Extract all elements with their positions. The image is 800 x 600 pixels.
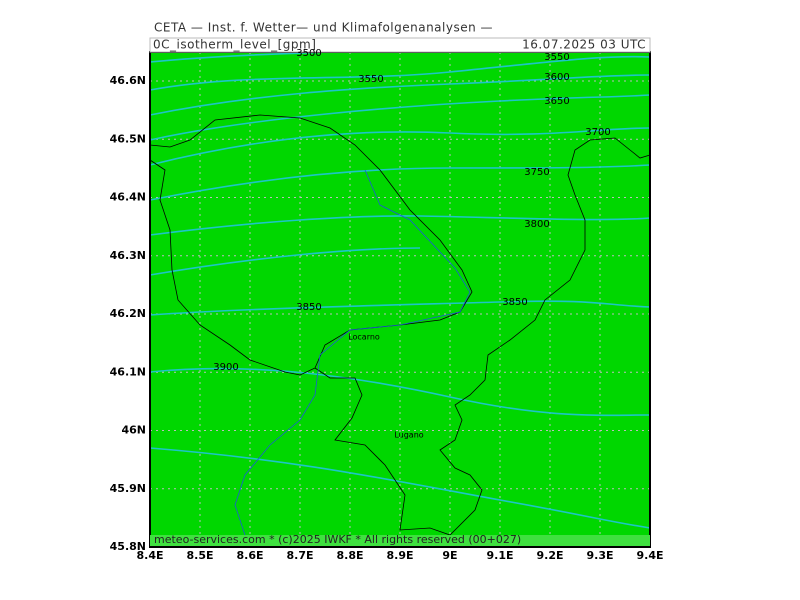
- datetime: 16.07.2025 03 UTC: [522, 38, 646, 52]
- contour-label: 3650: [544, 96, 569, 107]
- x-tick-label: 8.6E: [236, 549, 263, 562]
- contour-label: 3550: [544, 52, 569, 63]
- contour-label: 3800: [524, 219, 549, 230]
- contour-label: 3500: [296, 48, 321, 59]
- x-tick-label: 9E: [442, 549, 457, 562]
- y-tick-label: 46.4N: [110, 191, 146, 204]
- x-tick-label: 8.7E: [286, 549, 313, 562]
- isolines: [149, 44, 651, 529]
- y-tick-label: 46N: [121, 424, 146, 437]
- x-tick-label: 9.2E: [536, 549, 563, 562]
- contour-label: 3850: [502, 297, 527, 308]
- y-tick-label: 46.1N: [110, 365, 146, 378]
- x-tick-label: 9.4E: [636, 549, 663, 562]
- y-tick-label: 45.9N: [110, 482, 146, 495]
- x-tick-label: 8.5E: [186, 549, 213, 562]
- footer-band: [150, 535, 650, 546]
- borders: [149, 114, 651, 536]
- contour-label: 3900: [213, 362, 238, 373]
- contour-label: 3550: [358, 74, 383, 85]
- field-name: 0C_isotherm_level_[gpm]: [153, 38, 316, 52]
- x-tick-label: 8.4E: [136, 549, 163, 562]
- x-tick-label: 8.9E: [386, 549, 413, 562]
- x-tick-label: 8.8E: [336, 549, 363, 562]
- footer: meteo-services.com * (c)2025 IWKF * All …: [154, 533, 521, 546]
- contour-label: 3700: [585, 127, 610, 138]
- contour-label: 3850: [296, 302, 321, 313]
- y-tick-label: 46.6N: [110, 74, 146, 87]
- y-tick-label: 46.2N: [110, 307, 146, 320]
- y-tick-label: 46.5N: [110, 132, 146, 145]
- contour-label: 3750: [524, 167, 549, 178]
- y-tick-label: 46.3N: [110, 249, 146, 262]
- y-tick-label: 45.8N: [110, 540, 146, 553]
- lake-shore: [234, 169, 471, 536]
- header-title: CETA — Inst. f. Wetter— und Klimafolgena…: [154, 21, 493, 35]
- x-tick-label: 9.1E: [486, 549, 513, 562]
- header-box: [149, 37, 651, 53]
- x-tick-label: 9.3E: [586, 549, 613, 562]
- place-label: Lugano: [394, 431, 423, 440]
- place-label: Locarno: [348, 333, 380, 342]
- contour-label: 3600: [544, 72, 569, 83]
